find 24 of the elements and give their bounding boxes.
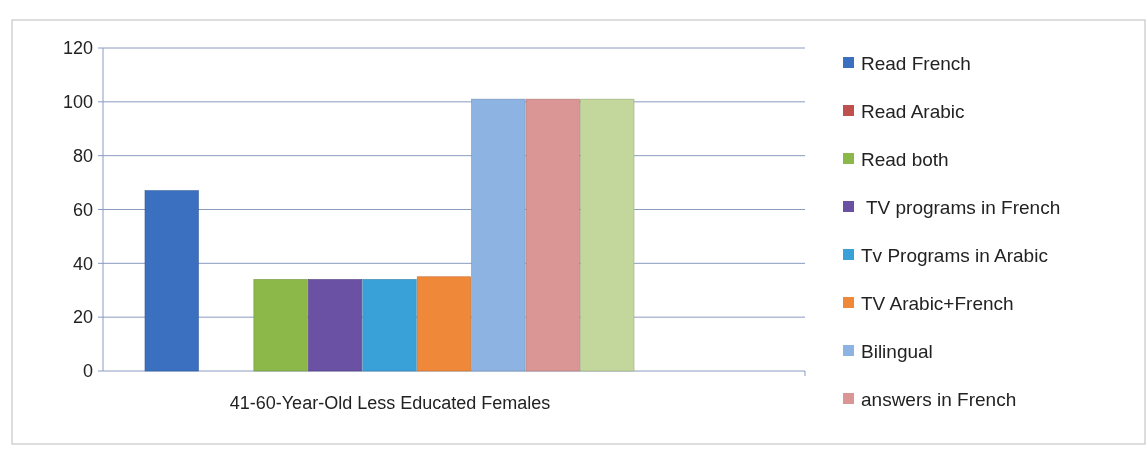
bar (580, 98, 635, 372)
y-tick-label: 120 (62, 38, 93, 59)
legend-label: Read French (861, 52, 971, 74)
legend-label: Bilingual (861, 340, 933, 362)
bar (144, 190, 199, 372)
legend-label: TV programs in French (861, 196, 1061, 218)
legend-label: Tv Programs in Arabic (861, 244, 1048, 266)
bar (362, 279, 417, 372)
legend-label: Read Arabic (861, 100, 965, 122)
bar (416, 276, 471, 372)
bar (471, 98, 526, 372)
x-tick-label: 41-60-Year-Old Less Educated Females (229, 393, 551, 413)
y-tick-label: 20 (72, 307, 93, 328)
legend-label: answers in French (861, 388, 1017, 410)
y-tick-label: 40 (72, 253, 93, 274)
y-tick-label: 0 (82, 361, 93, 382)
bar (253, 279, 308, 372)
legend-label: Read both (861, 148, 949, 170)
bar (525, 98, 580, 372)
legend-label: TV Arabic+French (861, 292, 1014, 314)
y-tick-label: 80 (72, 145, 93, 166)
y-tick-label: 100 (62, 92, 93, 113)
y-tick-label: 60 (72, 199, 93, 220)
bar (308, 279, 363, 372)
